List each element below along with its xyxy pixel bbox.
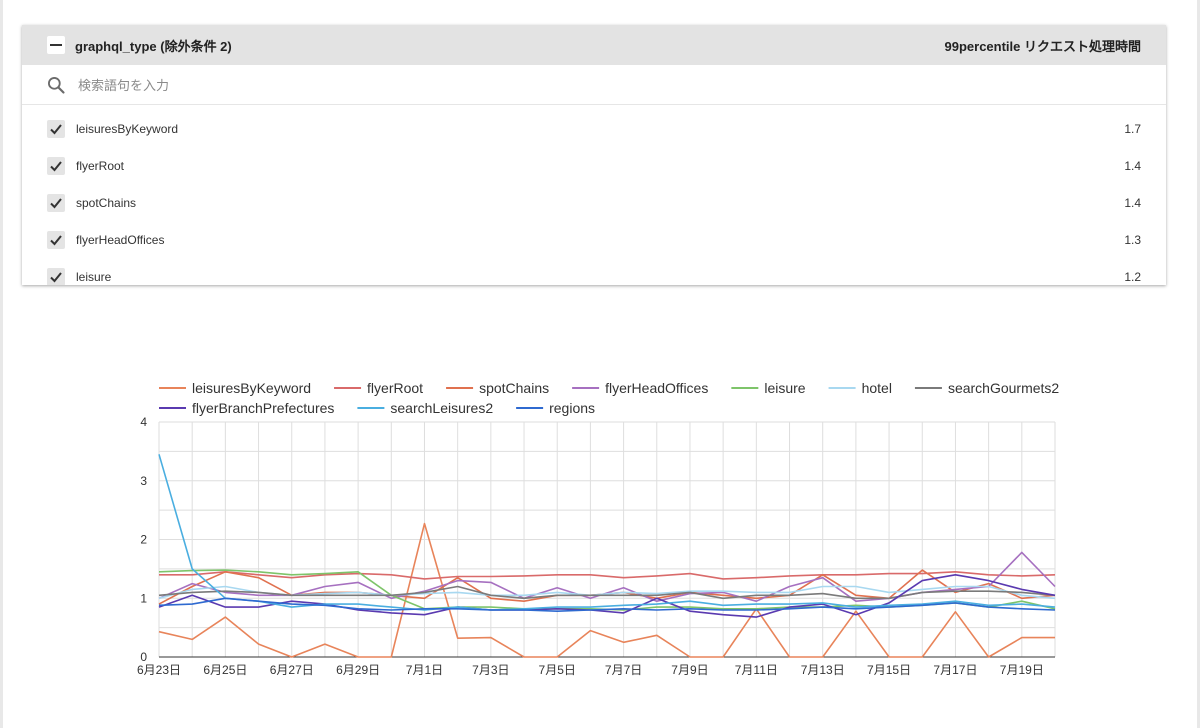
- x-tick-label: 6月23日: [137, 663, 181, 677]
- checkbox-checked-icon[interactable]: [47, 120, 65, 138]
- legend-label: flyerRoot: [367, 380, 423, 396]
- filter-item-label: flyerRoot: [76, 159, 125, 173]
- legend-label: flyerBranchPrefectures: [192, 400, 334, 416]
- y-tick-label: 4: [140, 415, 147, 429]
- filter-list-item[interactable]: flyerRoot 1.4: [22, 148, 1166, 185]
- right-edge-divider: [1197, 0, 1200, 728]
- y-tick-label: 2: [140, 533, 147, 547]
- filter-item-label: leisure: [76, 270, 112, 284]
- series-line: [158, 522, 1055, 658]
- filter-item-label: flyerHeadOffices: [76, 233, 165, 247]
- y-tick-label: 1: [140, 591, 147, 605]
- series-line: [158, 597, 1056, 612]
- x-tick-label: 7月7日: [605, 663, 642, 677]
- legend-label: hotel: [862, 380, 892, 396]
- series-line: [159, 571, 1056, 580]
- filter-item-value: 1.2: [1124, 270, 1141, 284]
- filter-list-item[interactable]: leisure 1.2: [22, 259, 1166, 285]
- legend-label: leisuresByKeyword: [192, 380, 311, 396]
- checkbox-checked-icon[interactable]: [47, 194, 65, 212]
- filter-item-list: leisuresByKeyword 1.7 flyerRoot 1.4 spotChai…: [22, 105, 1166, 285]
- x-tick-label: 7月11日: [735, 663, 778, 677]
- left-edge-divider: [0, 0, 3, 728]
- filter-item-value: 1.4: [1124, 196, 1141, 210]
- filter-control-panel: graphql_type (除外条件 2) 99percentile リクエスト…: [22, 25, 1166, 285]
- filter-item-value: 1.4: [1124, 159, 1141, 173]
- x-tick-label: 7月13日: [801, 663, 845, 677]
- filter-list-item[interactable]: flyerHeadOffices 1.3: [22, 222, 1166, 259]
- legend-label: searchGourmets2: [948, 380, 1059, 396]
- checkbox-checked-icon[interactable]: [47, 231, 65, 249]
- x-tick-label: 6月25日: [203, 663, 247, 677]
- legend-label: leisure: [764, 380, 805, 396]
- x-tick-label: 7月17日: [933, 663, 977, 677]
- filter-item-label: leisuresByKeyword: [76, 122, 179, 136]
- line-chart-svg: 0 1 2 3 4 6月23日 6月25日 6月27日 6月29日 7月1日 7月3日 7月5日 7月7…: [137, 380, 1059, 677]
- filter-item-value: 1.3: [1124, 233, 1141, 247]
- x-tick-label: 7月15日: [867, 663, 911, 677]
- search-icon: [48, 77, 65, 94]
- filter-list-item[interactable]: leisuresByKeyword 1.7: [22, 111, 1166, 148]
- collapse-minus-icon[interactable]: [47, 36, 65, 54]
- filter-panel-header: graphql_type (除外条件 2) 99percentile リクエスト…: [22, 25, 1166, 65]
- filter-item-label: spotChains: [76, 196, 137, 210]
- series-line: [158, 454, 1056, 611]
- legend-label: searchLeisures2: [390, 400, 493, 416]
- filter-search-input[interactable]: [76, 74, 680, 96]
- x-tick-label: 7月9日: [671, 663, 708, 677]
- series-line: [158, 585, 1056, 600]
- x-tick-label: 7月1日: [406, 663, 443, 677]
- legend-label: spotChains: [479, 380, 549, 396]
- x-tick-label: 7月5日: [539, 663, 576, 677]
- y-tick-label: 3: [140, 474, 147, 488]
- line-chart: 0 1 2 3 4 6月23日 6月25日 6月27日 6月29日 7月1日 7月3日 7月5日 7月7…: [0, 370, 1200, 728]
- x-tick-label: 6月29日: [336, 663, 380, 677]
- checkbox-checked-icon[interactable]: [47, 157, 65, 175]
- filter-item-value: 1.7: [1124, 122, 1141, 136]
- x-tick-label: 6月27日: [270, 663, 314, 677]
- filter-list-item[interactable]: spotChains 1.4: [22, 185, 1166, 222]
- y-tick-label: 0: [140, 650, 147, 664]
- filter-metric-label: 99percentile リクエスト処理時間: [944, 38, 1142, 54]
- x-tick-label: 7月3日: [472, 663, 509, 677]
- filter-search-row: [22, 65, 1166, 105]
- x-tick-label: 7月19日: [1000, 663, 1044, 677]
- legend-label: flyerHeadOffices: [605, 380, 708, 396]
- legend-label: regions: [549, 400, 595, 416]
- checkbox-checked-icon[interactable]: [47, 268, 65, 285]
- series-line: [158, 574, 1056, 618]
- filter-dimension-title: graphql_type (除外条件 2): [75, 38, 232, 54]
